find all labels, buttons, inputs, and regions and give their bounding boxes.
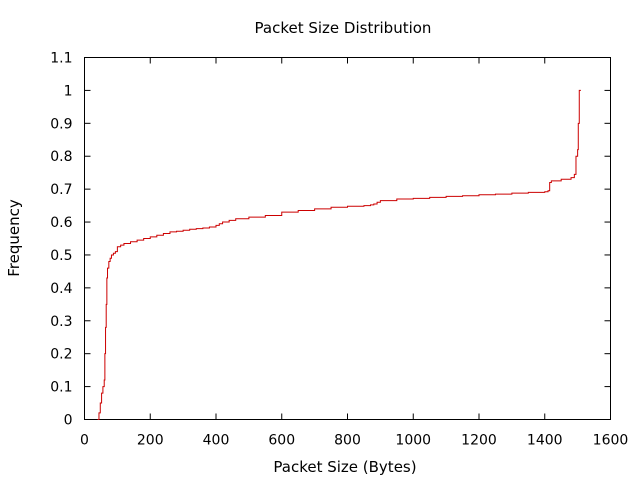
y-tick-label: 0.6 bbox=[50, 215, 72, 231]
x-tick-label: 1400 bbox=[527, 433, 563, 449]
y-tick-label: 0.3 bbox=[50, 314, 72, 330]
x-axis-label: Packet Size (Bytes) bbox=[273, 458, 416, 476]
x-tick-label: 200 bbox=[137, 433, 164, 449]
chart-title: Packet Size Distribution bbox=[255, 19, 432, 37]
x-tick-label: 600 bbox=[268, 433, 295, 449]
y-tick-label: 0.8 bbox=[50, 149, 72, 165]
plot-frame bbox=[84, 57, 611, 420]
y-axis-ticks: 0 0.1 0.2 0.3 0.4 0.5 0.6 0.7 0.8 0.9 1 1.1 bbox=[50, 51, 611, 429]
x-tick-label: 800 bbox=[334, 433, 361, 449]
y-tick-label: 0 bbox=[64, 413, 73, 429]
y-tick-label: 0.1 bbox=[50, 380, 72, 396]
y-axis-label: Frequency bbox=[5, 199, 23, 277]
x-axis-ticks: 0 200 400 600 800 1000 1200 1400 1600 bbox=[80, 57, 629, 449]
y-tick-label: 1.1 bbox=[50, 51, 72, 67]
x-tick-label: 1000 bbox=[395, 433, 431, 449]
x-tick-label: 1200 bbox=[461, 433, 497, 449]
x-tick-label: 1600 bbox=[593, 433, 629, 449]
y-tick-label: 0.5 bbox=[50, 248, 72, 264]
y-tick-label: 0.7 bbox=[50, 182, 72, 198]
x-tick-label: 400 bbox=[203, 433, 230, 449]
cdf-series-line bbox=[97, 89, 581, 420]
y-tick-label: 0.4 bbox=[50, 281, 72, 297]
x-tick-label: 0 bbox=[80, 433, 89, 449]
y-tick-label: 1 bbox=[64, 83, 73, 99]
y-tick-label: 0.9 bbox=[50, 116, 72, 132]
y-tick-label: 0.2 bbox=[50, 347, 72, 363]
